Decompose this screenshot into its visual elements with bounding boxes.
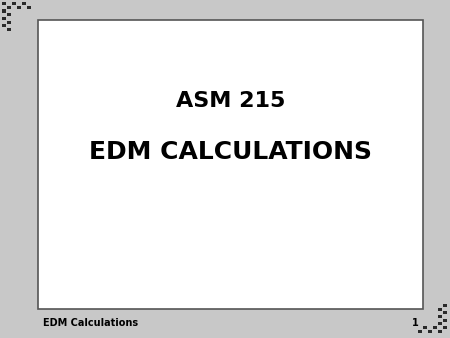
Bar bbox=[443, 319, 447, 322]
Bar bbox=[438, 308, 442, 311]
Bar bbox=[438, 330, 442, 333]
Bar bbox=[443, 311, 447, 314]
Text: 1: 1 bbox=[412, 318, 418, 328]
Bar bbox=[2, 24, 6, 27]
Text: ASM 215: ASM 215 bbox=[176, 91, 285, 112]
Bar bbox=[7, 21, 11, 24]
Bar bbox=[17, 6, 21, 9]
Bar bbox=[438, 315, 442, 318]
Bar bbox=[438, 322, 442, 325]
Bar bbox=[7, 13, 11, 16]
Bar bbox=[27, 6, 31, 9]
Bar bbox=[7, 28, 11, 31]
Bar bbox=[443, 304, 447, 307]
Bar bbox=[38, 20, 423, 309]
Text: EDM Calculations: EDM Calculations bbox=[43, 318, 138, 328]
Bar bbox=[7, 6, 11, 9]
Bar bbox=[433, 326, 437, 329]
Bar bbox=[2, 9, 6, 13]
Bar bbox=[12, 2, 16, 5]
Bar bbox=[2, 17, 6, 20]
Bar bbox=[22, 2, 26, 5]
Bar bbox=[418, 330, 422, 333]
Text: EDM CALCULATIONS: EDM CALCULATIONS bbox=[89, 140, 372, 164]
Bar bbox=[423, 326, 427, 329]
Bar bbox=[443, 326, 447, 329]
Bar bbox=[428, 330, 432, 333]
Bar bbox=[2, 2, 6, 5]
